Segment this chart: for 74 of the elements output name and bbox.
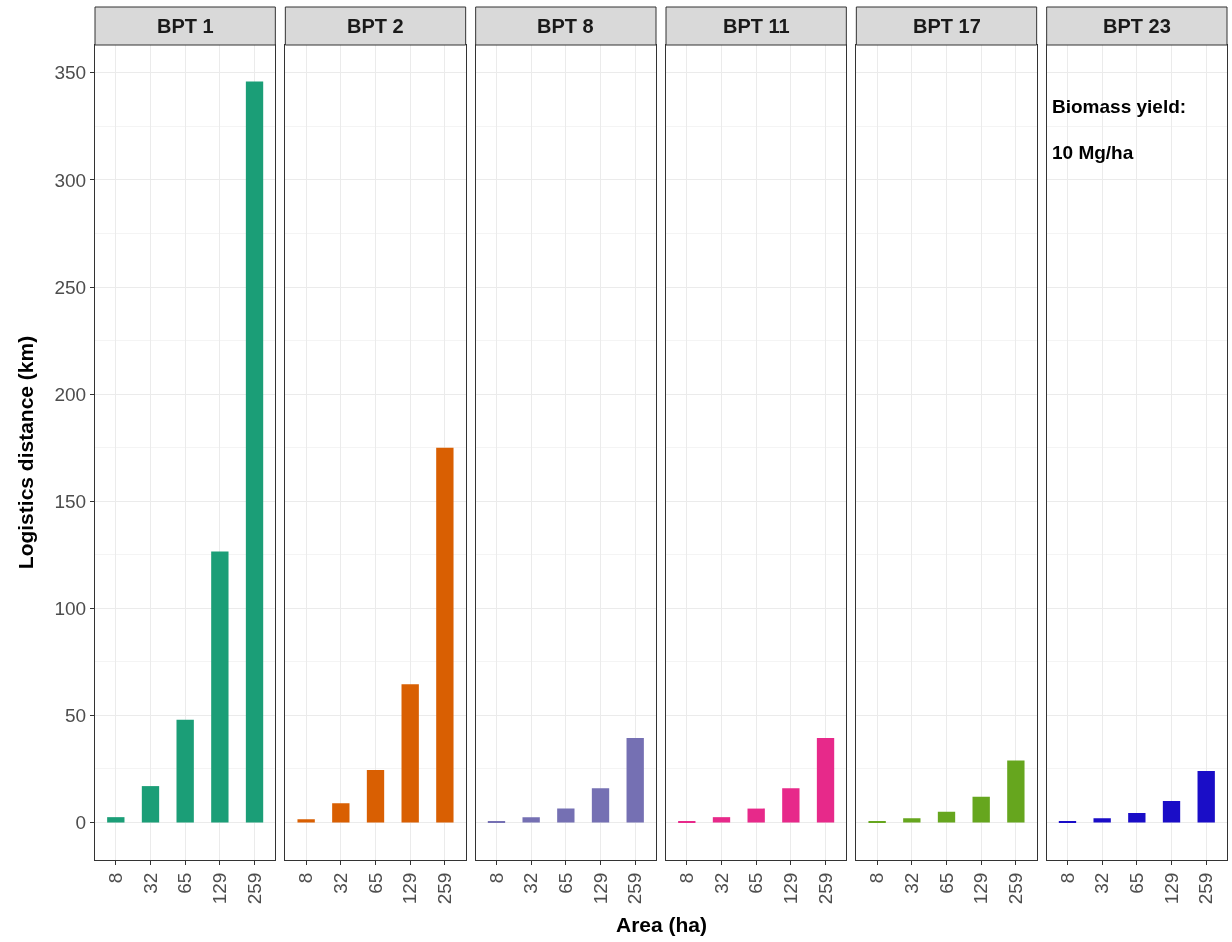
bar xyxy=(1128,812,1146,823)
x-tick-label: 8 xyxy=(295,872,317,884)
y-tick-label: 50 xyxy=(65,705,87,727)
bar xyxy=(332,803,350,823)
bar xyxy=(816,737,835,823)
x-tick-label: 65 xyxy=(174,872,196,894)
x-tick-label: 65 xyxy=(555,872,577,894)
x-tick-label: 8 xyxy=(675,872,697,884)
chart-title: BPT 23 xyxy=(1103,15,1171,37)
y-tick-label: 350 xyxy=(54,62,87,84)
chart-title: BPT 1 xyxy=(157,15,214,37)
x-tick-label: 259 xyxy=(1195,872,1217,905)
bar xyxy=(522,817,540,823)
bar xyxy=(712,817,731,823)
bar xyxy=(1162,801,1181,823)
x-tick-label: 32 xyxy=(1091,872,1113,894)
x-tick-label: 129 xyxy=(589,872,611,905)
x-tick-label: 129 xyxy=(780,872,802,905)
y-tick-label: 150 xyxy=(54,490,87,512)
chart-title: BPT 2 xyxy=(347,15,404,37)
x-tick-label: 129 xyxy=(1160,872,1182,905)
x-tick-label: 65 xyxy=(935,872,957,894)
bar xyxy=(176,719,194,823)
x-tick-label: 259 xyxy=(434,872,456,905)
bar xyxy=(747,808,765,823)
x-tick-label: 65 xyxy=(1126,872,1148,894)
x-tick-label: 32 xyxy=(901,872,922,894)
x-tick-label: 129 xyxy=(399,872,421,905)
x-tick-label: 259 xyxy=(624,872,646,905)
annotation: Biomass yield: xyxy=(1052,96,1187,117)
x-tick-label: 65 xyxy=(745,872,767,894)
bar xyxy=(626,737,644,823)
y-tick-label: 200 xyxy=(54,383,87,405)
bar xyxy=(141,786,160,823)
x-tick-label: 32 xyxy=(330,872,351,894)
y-axis-title: Logistics distance (km) xyxy=(13,335,37,570)
bar xyxy=(366,770,385,823)
x-tick-label: 259 xyxy=(814,872,836,905)
annotation: 10 Mg/ha xyxy=(1052,142,1134,163)
y-tick-label: 0 xyxy=(75,812,87,834)
x-tick-label: 129 xyxy=(209,872,231,905)
x-tick-label: 8 xyxy=(866,872,888,884)
bar xyxy=(1093,818,1111,823)
x-tick-label: 32 xyxy=(520,872,542,894)
bar xyxy=(297,819,315,823)
y-tick-label: 300 xyxy=(54,169,87,191)
bar xyxy=(245,81,264,823)
bar xyxy=(903,818,921,823)
x-tick-label: 259 xyxy=(1005,872,1027,905)
bar xyxy=(557,808,575,823)
x-tick-label: 259 xyxy=(243,872,265,905)
bar xyxy=(591,788,610,823)
x-tick-label: 65 xyxy=(364,872,386,894)
bar xyxy=(401,684,419,823)
chart-title: BPT 17 xyxy=(913,15,981,37)
bar xyxy=(1197,771,1215,823)
bar xyxy=(972,796,990,823)
bar xyxy=(107,817,125,823)
y-tick-label: 100 xyxy=(54,597,87,619)
x-tick-label: 32 xyxy=(139,872,161,894)
y-tick-label: 250 xyxy=(54,276,87,298)
chart-title: BPT 11 xyxy=(723,15,790,37)
x-tick-label: 8 xyxy=(104,872,126,884)
bar xyxy=(937,811,956,823)
x-tick-label: 8 xyxy=(1056,872,1078,884)
x-tick-label: 32 xyxy=(710,872,732,894)
chart-title: BPT 8 xyxy=(537,15,594,37)
bar xyxy=(1007,760,1025,823)
x-axis-title: Area (ha) xyxy=(616,913,708,936)
x-tick-label: 8 xyxy=(485,872,507,884)
x-tick-label: 129 xyxy=(970,872,992,905)
bar xyxy=(436,447,454,823)
bar xyxy=(782,788,800,823)
bar xyxy=(211,551,229,823)
